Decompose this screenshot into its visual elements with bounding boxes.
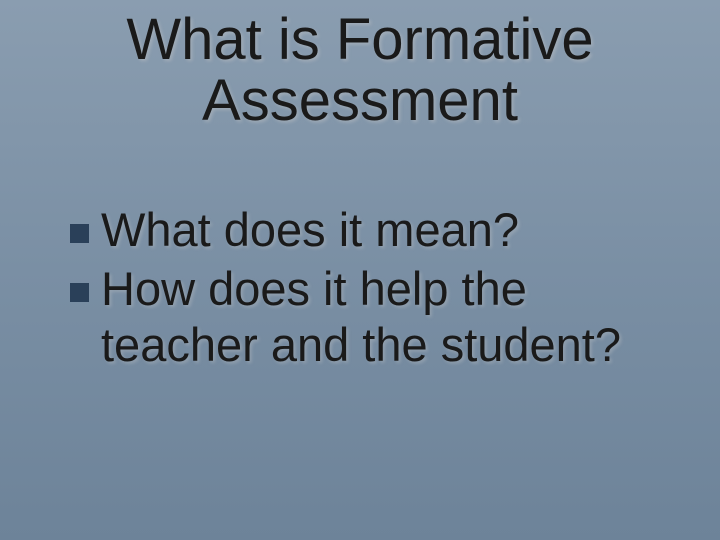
title-line-2: Assessment <box>202 68 518 133</box>
square-bullet-icon <box>70 224 89 243</box>
slide-body: What does it mean? How does it help the … <box>70 202 680 376</box>
bullet-text: What does it mean? <box>101 202 519 257</box>
list-item: How does it help the teacher and the stu… <box>70 261 680 372</box>
list-item: What does it mean? <box>70 202 680 257</box>
bullet-text: How does it help the teacher and the stu… <box>101 261 680 372</box>
square-bullet-icon <box>70 283 89 302</box>
slide-title: What is Formative Assessment <box>0 10 720 132</box>
title-line-1: What is Formative <box>126 7 593 72</box>
slide: What is Formative Assessment What does i… <box>0 0 720 540</box>
